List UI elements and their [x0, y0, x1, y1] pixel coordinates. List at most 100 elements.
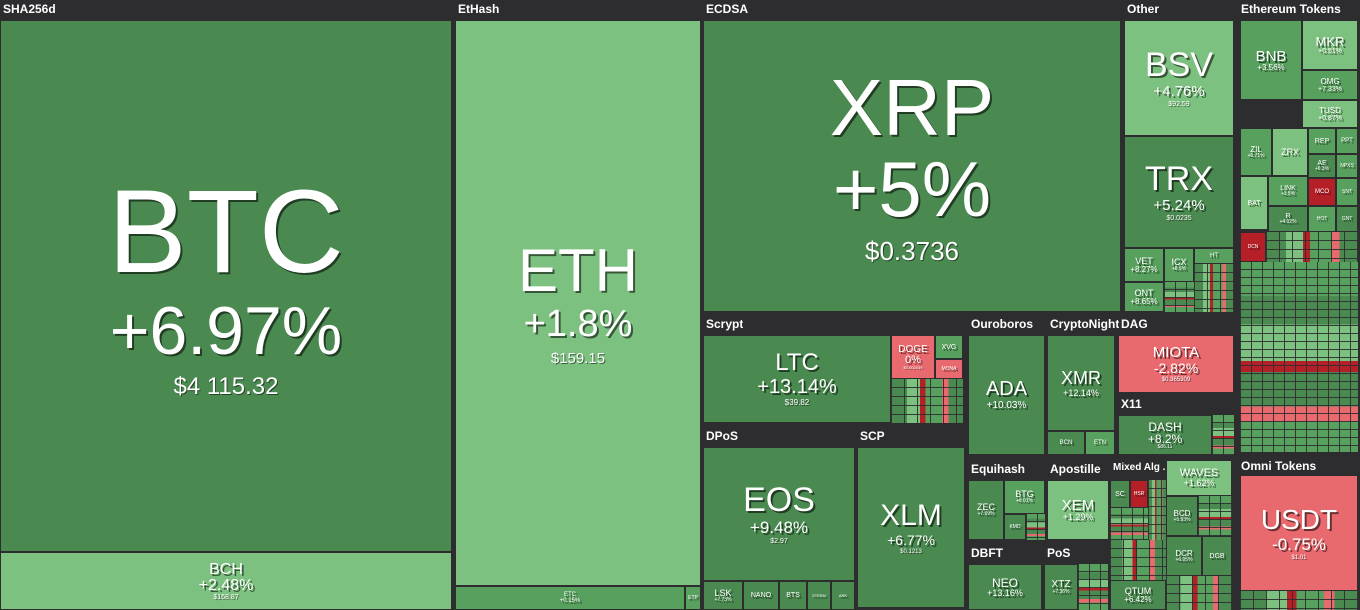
minor-coins-grid [1110, 508, 1148, 540]
minor-coins-grid [1110, 540, 1166, 580]
coin-price: $2.97 [770, 538, 788, 545]
coin-symbol: ETN [1094, 440, 1106, 446]
tile-xvg[interactable]: XVG [935, 335, 963, 359]
group-label: DAG [1121, 317, 1148, 331]
tile-steem[interactable]: STEEM [807, 581, 831, 610]
coin-symbol: HSR [1133, 490, 1145, 497]
coin-symbol: KMD [1009, 523, 1021, 530]
tile-rep[interactable]: REP [1308, 128, 1336, 154]
minor-coins-grid [1026, 514, 1045, 540]
tile-bat[interactable]: BAT [1240, 176, 1268, 230]
coin-change: +6.42% [1124, 594, 1152, 604]
tile-bcn[interactable]: BCN [1047, 431, 1085, 455]
tile-etp[interactable]: ETP [685, 586, 701, 610]
tile-btc[interactable]: BTC +6.97% $4 115.32 [0, 20, 452, 552]
tile-tusd[interactable]: TUSD +0.87% [1302, 100, 1358, 128]
tile-btg[interactable]: BTG +8.01% [1004, 480, 1045, 514]
tile-mkr[interactable]: MKR +0.51% [1302, 20, 1358, 70]
tile-dgb[interactable]: DGB [1202, 536, 1232, 576]
tile-qtum[interactable]: QTUM +6.42% [1110, 580, 1166, 610]
tile-lsk[interactable]: LSK +7.73% [703, 581, 743, 610]
tile-bnb[interactable]: BNB +3.56% [1240, 20, 1302, 100]
tile-usdt[interactable]: USDT -0.75% $1.01 [1240, 475, 1358, 591]
coin-symbol: ZIL [1250, 144, 1262, 154]
tile-sc[interactable]: SC [1110, 480, 1130, 508]
tile-ae[interactable]: AE +6.3% [1308, 154, 1336, 178]
tile-xtz[interactable]: XTZ +7.36% [1044, 564, 1078, 610]
tile-etn[interactable]: ETN [1085, 431, 1115, 455]
group-label: DBFT [971, 546, 1003, 560]
tile-ark[interactable]: ARK [831, 581, 855, 610]
tile-waves[interactable]: WAVES +1.62% [1166, 460, 1232, 496]
coin-change: +1.62% [1183, 478, 1215, 488]
group-scp: SCP XLM +6.77% $0.1213 [857, 427, 965, 610]
coin-symbol: NANO [750, 592, 772, 599]
coin-symbol: NPXS [1340, 162, 1354, 169]
coin-symbol: ETH [518, 236, 638, 304]
tile-hot[interactable]: HOT [1308, 206, 1336, 232]
tile-zil[interactable]: ZIL +6.71% [1240, 128, 1272, 176]
tile-ada[interactable]: ADA +10.03% [968, 335, 1045, 455]
tile-mona[interactable]: MONA [935, 359, 963, 379]
coin-symbol: MCO [1315, 189, 1329, 195]
coin-change: +6.71% [1247, 152, 1265, 159]
tile-snt[interactable]: SNT [1336, 178, 1358, 206]
tile-eth[interactable]: ETH +1.8% $159.15 [455, 20, 701, 586]
tile-icx[interactable]: ICX +8.5% [1164, 248, 1194, 282]
coin-price: $86.11 [1157, 443, 1173, 450]
tile-xem[interactable]: XEM +1.29% [1047, 480, 1109, 540]
tile-mco[interactable]: MCO [1308, 178, 1336, 206]
coin-symbol: XVG [941, 343, 957, 351]
coin-change: +13.14% [757, 376, 837, 398]
tile-nano[interactable]: NANO [743, 581, 779, 610]
coin-change: +5% [832, 145, 992, 233]
tile-kmd[interactable]: KMD [1004, 514, 1026, 540]
group-omni: Omni Tokens USDT -0.75% $1.01 [1238, 457, 1360, 610]
tile-gnt[interactable]: GNT [1336, 206, 1358, 232]
tile-ht[interactable]: HT [1194, 248, 1234, 264]
tile-ont[interactable]: ONT +8.65% [1124, 282, 1164, 312]
tile-etc[interactable]: ETC +0.15% [455, 586, 685, 610]
tile-trx[interactable]: TRX +5.24% $0.0235 [1124, 136, 1234, 248]
tile-bts[interactable]: BTS [779, 581, 807, 610]
tile-miota[interactable]: MIOTA -2.82% $0.365309 [1118, 335, 1234, 393]
tile-npxs[interactable]: NPXS [1336, 154, 1358, 178]
minor-tokens-grid [1266, 232, 1358, 262]
coin-change: +3.56% [1257, 62, 1285, 72]
coin-change: +0.51% [1318, 48, 1342, 55]
coin-symbol: HT [1210, 253, 1218, 259]
tile-link[interactable]: LINK +3.5% [1268, 176, 1308, 206]
coin-symbol: TUSD [1319, 105, 1341, 115]
tile-vet[interactable]: VET +8.27% [1124, 248, 1164, 282]
tile-omg[interactable]: OMG +7.33% [1302, 70, 1358, 100]
tile-bcd[interactable]: BCD +5.93% [1166, 496, 1198, 536]
group-label: Scrypt [706, 317, 744, 331]
tile-xmr[interactable]: XMR +12.14% [1047, 335, 1115, 431]
tile-hsr[interactable]: HSR [1130, 480, 1148, 508]
tile-zrx[interactable]: ZRX [1272, 128, 1308, 176]
coin-change: +8.65% [1130, 296, 1158, 306]
tile-zec[interactable]: ZEC +7.69% [968, 480, 1004, 540]
coin-symbol: DASH [1148, 419, 1182, 434]
coin-symbol: ETP [688, 594, 698, 601]
tile-eos[interactable]: EOS +9.48% $2.97 [703, 447, 855, 581]
tile-bch[interactable]: BCH +2.48% $168.87 [0, 552, 452, 610]
tile-bsv[interactable]: BSV +4.76% $92.59 [1124, 20, 1234, 136]
group-scrypt: Scrypt LTC +13.14% $39.82 DOGE 0% $0.002… [703, 315, 965, 425]
tile-r[interactable]: R +4.02% [1268, 206, 1308, 232]
tile-neo[interactable]: NEO +13.16% [968, 564, 1042, 610]
coin-price: $0.1213 [900, 548, 922, 555]
tile-xlm[interactable]: XLM +6.77% $0.1213 [857, 447, 965, 608]
coin-change: 0% [905, 353, 921, 366]
tile-xrp[interactable]: XRP +5% $0.3736 [703, 20, 1121, 312]
coin-symbol: BAT [1247, 199, 1261, 207]
coin-change: +7.69% [977, 511, 995, 517]
tile-ppt[interactable]: PPT [1336, 128, 1358, 154]
group-label: PoS [1047, 546, 1071, 560]
tile-dcn[interactable]: DCN [1240, 232, 1266, 262]
tile-dcr[interactable]: DCR +6.05% [1166, 536, 1202, 576]
coin-change: +6.05% [1175, 556, 1193, 563]
tile-ltc[interactable]: LTC +13.14% $39.82 [703, 335, 891, 423]
tile-doge[interactable]: DOGE 0% $0.002039 [891, 335, 935, 379]
tile-dash[interactable]: DASH +8.2% $86.11 [1118, 415, 1212, 455]
